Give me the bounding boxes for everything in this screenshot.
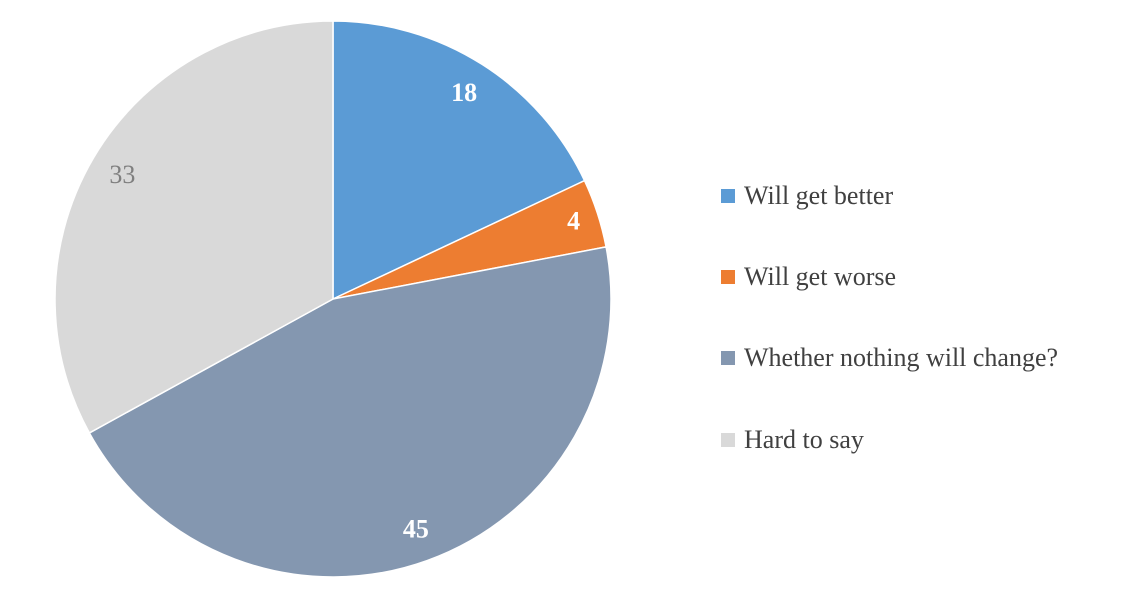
- pie-slice-will-get-better: [332, 20, 586, 301]
- data-label: 45: [403, 515, 429, 544]
- pie-slice-hard-to-say: [54, 20, 334, 434]
- legend-item-hard-to-say: Hard to say: [721, 399, 1058, 480]
- legend-label: Hard to say: [744, 424, 864, 454]
- data-label: 18: [451, 78, 477, 107]
- legend-label: Will get worse: [744, 261, 897, 291]
- legend-label: Will get better: [744, 180, 894, 210]
- pie-slice-whether-nothing-will-change: [88, 246, 612, 578]
- legend-item-nothing-will-change: Whether nothing will change?: [721, 318, 1058, 399]
- legend-swatch: [721, 432, 735, 447]
- legend-label: Whether nothing will change?: [744, 343, 1059, 373]
- data-label: 33: [109, 160, 135, 189]
- legend-item-will-get-better: Will get better: [721, 155, 1058, 236]
- legend-swatch: [721, 188, 735, 203]
- legend-swatch: [721, 269, 735, 284]
- data-label: 4: [567, 206, 580, 235]
- legend: Will get better Will get worse Whether n…: [721, 155, 1058, 480]
- legend-swatch: [721, 351, 735, 366]
- legend-item-will-get-worse: Will get worse: [721, 236, 1058, 317]
